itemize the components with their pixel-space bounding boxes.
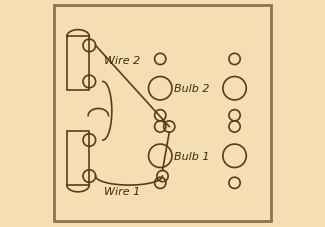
Text: Wire 2: Wire 2 <box>104 56 140 66</box>
Text: Bulb 1: Bulb 1 <box>174 151 209 161</box>
Text: Wire 1: Wire 1 <box>104 186 140 196</box>
FancyBboxPatch shape <box>67 131 89 185</box>
FancyBboxPatch shape <box>54 6 271 221</box>
FancyBboxPatch shape <box>67 37 89 91</box>
Text: Bulb 2: Bulb 2 <box>174 84 209 94</box>
